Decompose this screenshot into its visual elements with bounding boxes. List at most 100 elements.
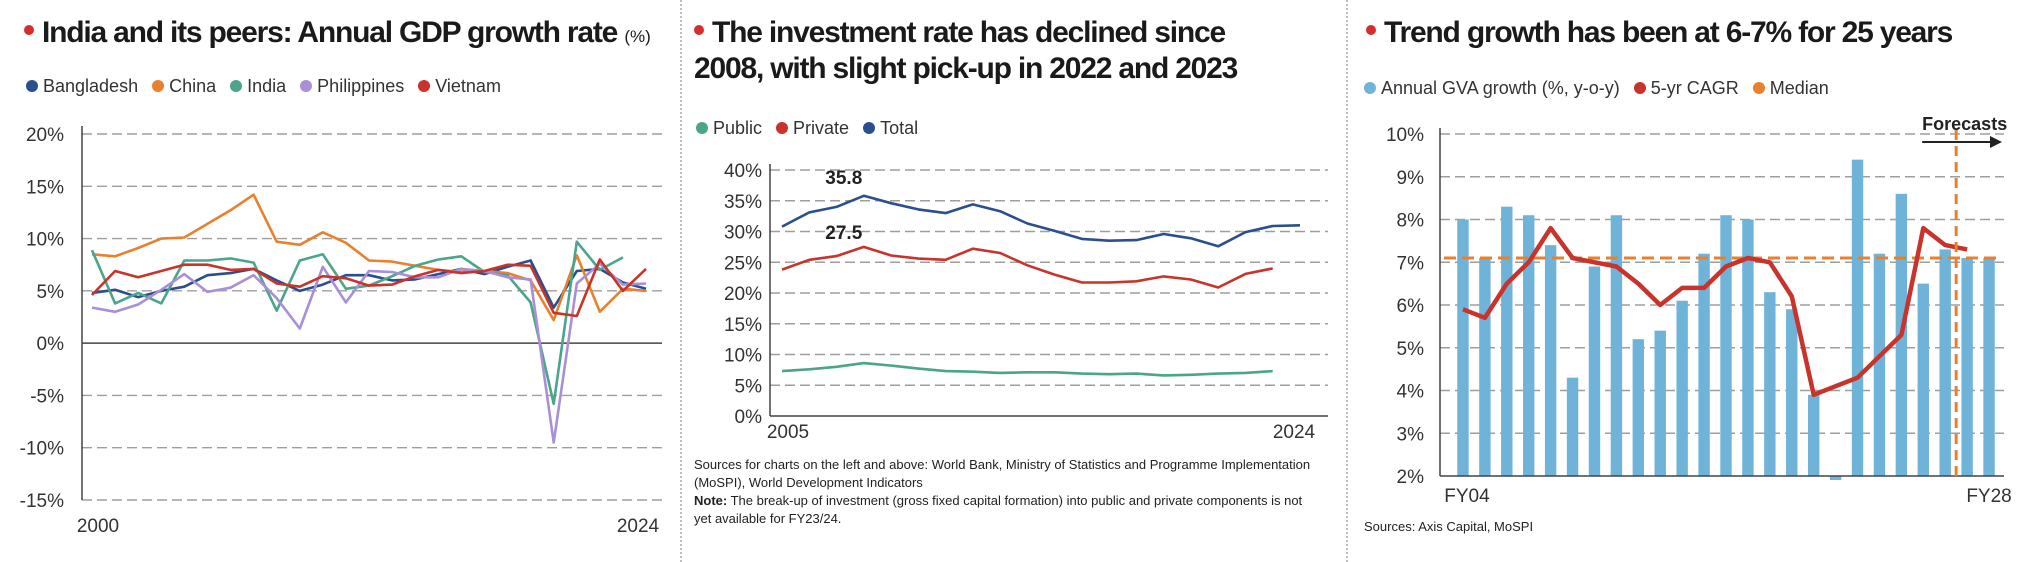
- gva-bar: [1654, 330, 1666, 476]
- legend-label: Vietnam: [435, 76, 501, 96]
- sources-note: Sources for charts on the left and above…: [694, 456, 1314, 528]
- cagr-line: [1462, 225, 1968, 398]
- red-bullet-icon: [1366, 25, 1376, 36]
- legend-dot-icon: [230, 80, 243, 93]
- y-tick-label: 0%: [735, 407, 763, 428]
- x-tick-label: 2024: [617, 516, 660, 537]
- red-bullet-icon: [694, 25, 704, 36]
- gva-bar: [1983, 257, 1995, 476]
- arrow-right-icon: [1990, 136, 2002, 148]
- trend-legend-item: 5-yr CAGR: [1633, 78, 1739, 99]
- legend-dot-icon: [152, 80, 165, 93]
- x-tick-label: 2000: [77, 516, 119, 537]
- legend-dot-icon: [1633, 82, 1646, 95]
- investment-legend: Public Private Total: [696, 118, 932, 139]
- gdp-legend-item: Vietnam: [418, 76, 501, 97]
- series-line-china: [91, 193, 647, 322]
- y-tick-label: 10%: [724, 346, 762, 367]
- y-tick-label: 7%: [1397, 253, 1425, 274]
- gva-bar: [1742, 219, 1754, 476]
- gva-bar: [1566, 377, 1579, 476]
- y-tick-label: 30%: [724, 223, 762, 244]
- legend-label: 5-yr CAGR: [1650, 78, 1739, 98]
- gva-bar: [1917, 283, 1929, 476]
- legend-label: China: [169, 76, 217, 96]
- y-tick-label: 5%: [735, 376, 763, 397]
- y-tick-label: 8%: [1397, 211, 1425, 232]
- gdp-legend-item: India: [230, 76, 286, 97]
- series-line-vietnam: [91, 258, 647, 318]
- x-tick-label: FY28: [1966, 486, 2011, 507]
- legend-label: Philippines: [317, 76, 405, 96]
- x-tick-label: 2024: [1273, 422, 1316, 443]
- y-tick-label: 15%: [26, 177, 64, 198]
- trend-chart-svg: 10% 9% 8% 7% 6% 5% 4% 3% 2% Forecasts FY04 FY28: [1386, 114, 2012, 507]
- trend-legend-item: Annual GVA growth (%, y-o-y): [1364, 78, 1620, 99]
- gva-bar: [1961, 257, 1973, 476]
- total-peak-label: 35.8: [825, 168, 862, 189]
- gdp-legend-item: Bangladesh: [26, 76, 138, 97]
- series-line-bangladesh: [91, 259, 647, 309]
- gva-bar: [1939, 249, 1951, 476]
- y-tick-label: 5%: [1397, 339, 1425, 360]
- legend-label: India: [247, 76, 287, 96]
- y-tick-label: 10%: [26, 230, 64, 251]
- gva-bar: [1501, 206, 1513, 477]
- y-tick-label: 5%: [37, 282, 65, 303]
- legend-dot-icon: [696, 122, 708, 135]
- legend-dot-icon: [300, 80, 313, 93]
- gdp-legend-item: China: [152, 76, 216, 97]
- y-tick-label: 20%: [724, 284, 762, 305]
- gva-bar: [1829, 476, 1842, 480]
- trend-growth-panel: Trend growth has been at 6-7% for 25 yea…: [1352, 0, 2018, 562]
- trend-chart-title: Trend growth has been at 6-7% for 25 yea…: [1366, 15, 1953, 51]
- gva-bar: [1610, 215, 1623, 476]
- y-tick-label: 15%: [724, 315, 762, 336]
- gdp-legend-item: Philippines: [300, 76, 404, 97]
- trend-legend-item: Median: [1752, 78, 1829, 99]
- gva-bar: [1588, 266, 1601, 476]
- y-tick-label: 35%: [724, 192, 762, 213]
- panel-divider: [680, 0, 682, 562]
- y-tick-label: -5%: [30, 386, 64, 407]
- series-line-total: [781, 194, 1301, 248]
- y-tick-label: -10%: [20, 439, 64, 460]
- investment-panel: The investment rate has declined since 2…: [688, 0, 1340, 562]
- red-bullet-icon: [24, 25, 34, 36]
- legend-label: Total: [880, 118, 919, 138]
- gdp-chart-unit: (%): [624, 27, 651, 46]
- legend-dot-icon: [1364, 82, 1376, 95]
- private-peak-label: 27.5: [825, 223, 862, 244]
- gdp-growth-panel: India and its peers: Annual GDP growth r…: [0, 0, 676, 562]
- y-tick-label: 40%: [724, 161, 762, 182]
- panel-divider: [1346, 0, 1348, 562]
- y-tick-label: 2%: [1397, 467, 1425, 488]
- trend-sources: Sources: Axis Capital, MoSPI: [1364, 519, 1534, 534]
- sources-text: Sources for charts on the left and above…: [694, 457, 1311, 490]
- legend-label: Median: [1769, 78, 1829, 98]
- legend-label: Bangladesh: [43, 76, 139, 96]
- y-tick-label: 3%: [1397, 424, 1425, 445]
- series-line-india: [90, 240, 624, 406]
- gva-bar: [1479, 257, 1491, 476]
- gva-bar: [1698, 253, 1710, 476]
- y-tick-label: 10%: [1386, 125, 1424, 146]
- y-tick-label: 6%: [1397, 296, 1425, 317]
- legend-label: Public: [713, 118, 763, 138]
- investment-chart-title: The investment rate has declined since 2…: [694, 16, 1238, 85]
- legend-label: Annual GVA growth (%, y-o-y): [1381, 78, 1620, 98]
- series-line-public: [781, 361, 1273, 377]
- gva-bar: [1676, 300, 1688, 476]
- gva-bar: [1786, 309, 1798, 476]
- gva-bar: [1764, 292, 1776, 476]
- gva-bar: [1632, 339, 1645, 476]
- x-tick-label: 2005: [767, 422, 809, 443]
- legend-dot-icon: [776, 122, 789, 135]
- gva-bar: [1720, 215, 1732, 476]
- legend-dot-icon: [26, 80, 38, 93]
- y-tick-label: 25%: [724, 253, 762, 274]
- legend-label: Private: [793, 118, 850, 138]
- investment-legend-item: Total: [863, 118, 918, 139]
- gdp-chart-title: India and its peers: Annual GDP growth r…: [24, 15, 651, 55]
